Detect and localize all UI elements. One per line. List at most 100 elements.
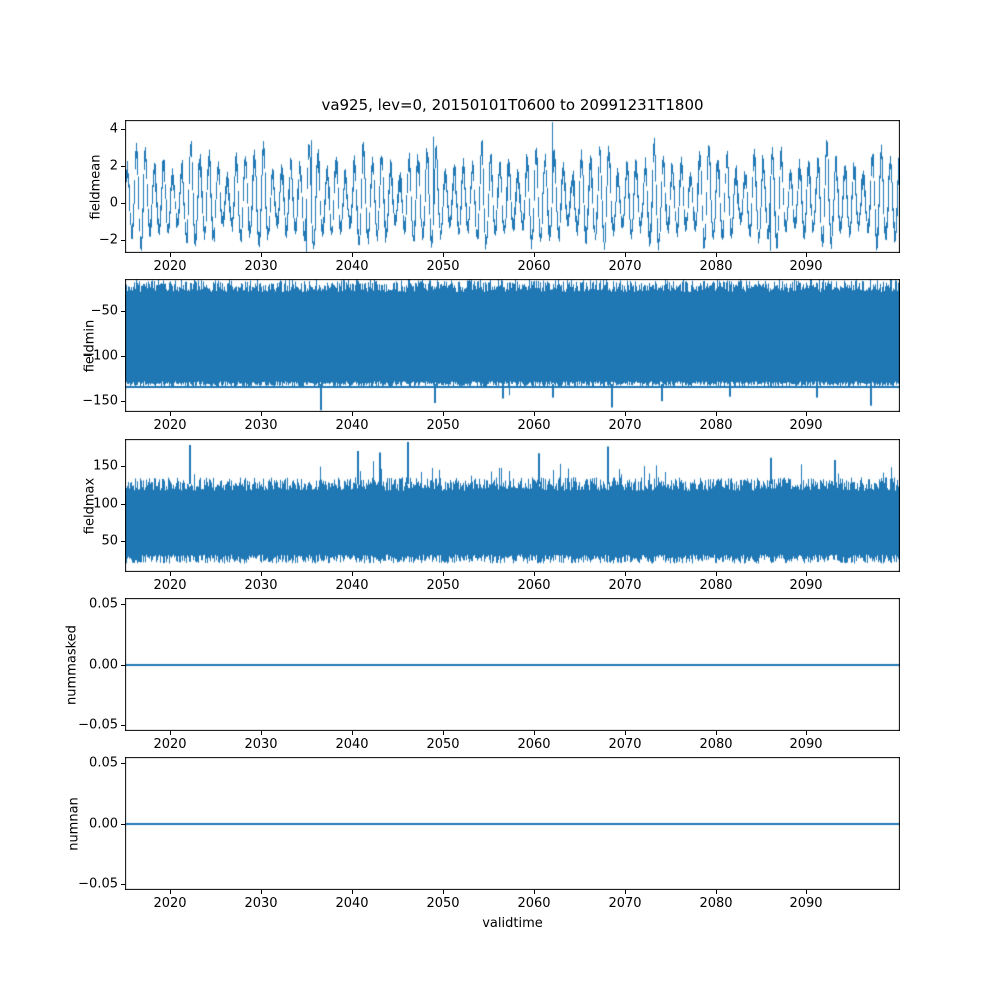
x-tick <box>716 572 717 576</box>
x-tick <box>534 253 535 257</box>
x-tick <box>352 253 353 257</box>
y-tick <box>121 129 125 130</box>
x-tick <box>261 253 262 257</box>
x-tick-label: 2080 <box>699 418 733 433</box>
x-tick-label: 2040 <box>335 418 369 433</box>
x-tick-label: 2090 <box>789 418 823 433</box>
y-axis-label-fieldmean: fieldmean <box>88 154 104 219</box>
y-tick-label: 50 <box>101 533 118 549</box>
x-tick-label: 2090 <box>789 896 823 911</box>
y-tick-label: −0.05 <box>78 717 118 733</box>
x-tick-label: 2030 <box>244 896 278 911</box>
x-tick-label: 2070 <box>608 737 642 752</box>
x-tick <box>261 572 262 576</box>
y-tick-label: −0.05 <box>78 876 118 892</box>
x-tick <box>806 412 807 416</box>
x-tick-label: 2080 <box>699 259 733 274</box>
y-tick <box>121 401 125 402</box>
y-tick <box>121 466 125 467</box>
x-tick <box>443 731 444 735</box>
x-tick <box>261 412 262 416</box>
x-tick-label: 2040 <box>335 896 369 911</box>
x-tick-label: 2060 <box>517 896 551 911</box>
x-tick-label: 2050 <box>426 259 460 274</box>
y-tick <box>121 884 125 885</box>
y-tick-label: 2 <box>109 158 118 174</box>
x-tick <box>534 412 535 416</box>
y-tick-label: 100 <box>93 496 118 512</box>
x-tick-label: 2050 <box>426 578 460 593</box>
x-tick <box>443 253 444 257</box>
x-tick-label: 2080 <box>699 578 733 593</box>
x-tick-label: 2060 <box>517 737 551 752</box>
x-tick-label: 2090 <box>789 259 823 274</box>
x-tick <box>261 890 262 894</box>
x-tick <box>716 890 717 894</box>
x-tick-label: 2050 <box>426 418 460 433</box>
x-tick-label: 2040 <box>335 259 369 274</box>
x-tick-label: 2030 <box>244 418 278 433</box>
y-tick <box>121 203 125 204</box>
x-tick <box>625 412 626 416</box>
x-tick-label: 2080 <box>699 896 733 911</box>
x-tick <box>625 253 626 257</box>
plot-area-fieldmean <box>125 120 900 253</box>
x-tick-label: 2070 <box>608 896 642 911</box>
x-tick-label: 2020 <box>153 737 187 752</box>
plot-area-numnan <box>125 757 900 890</box>
y-tick <box>121 166 125 167</box>
x-tick <box>352 731 353 735</box>
x-tick <box>261 731 262 735</box>
y-tick-label: 0.05 <box>89 755 118 771</box>
y-tick <box>121 240 125 241</box>
x-tick <box>443 572 444 576</box>
x-tick-label: 2070 <box>608 259 642 274</box>
x-tick-label: 2050 <box>426 737 460 752</box>
y-tick-label: 0.05 <box>89 596 118 612</box>
x-tick-label: 2020 <box>153 896 187 911</box>
y-tick-label: 0.00 <box>89 816 118 832</box>
x-tick-label: 2060 <box>517 578 551 593</box>
y-tick <box>121 763 125 764</box>
y-tick <box>121 504 125 505</box>
x-tick-label: 2060 <box>517 418 551 433</box>
x-tick-label: 2020 <box>153 259 187 274</box>
x-tick-label: 2080 <box>699 737 733 752</box>
x-tick <box>170 731 171 735</box>
y-tick <box>121 356 125 357</box>
x-tick <box>352 572 353 576</box>
y-tick-label: 4 <box>109 121 118 137</box>
x-tick <box>716 731 717 735</box>
x-tick <box>170 890 171 894</box>
x-tick <box>806 890 807 894</box>
x-tick-label: 2090 <box>789 737 823 752</box>
x-tick <box>352 890 353 894</box>
y-tick <box>121 311 125 312</box>
x-tick-label: 2070 <box>608 418 642 433</box>
plot-area-fieldmin <box>125 279 900 412</box>
x-tick <box>534 572 535 576</box>
y-tick <box>121 541 125 542</box>
y-tick-label: 150 <box>93 458 118 474</box>
x-tick-label: 2020 <box>153 578 187 593</box>
x-tick <box>806 572 807 576</box>
x-tick <box>716 253 717 257</box>
plot-area-nummasked <box>125 598 900 731</box>
x-tick <box>170 412 171 416</box>
x-tick-label: 2070 <box>608 578 642 593</box>
y-tick-label: −100 <box>82 348 118 364</box>
x-tick <box>170 253 171 257</box>
x-tick-label: 2030 <box>244 737 278 752</box>
x-tick <box>625 731 626 735</box>
y-tick <box>121 604 125 605</box>
x-tick <box>806 253 807 257</box>
x-tick <box>716 412 717 416</box>
x-tick-label: 2040 <box>335 578 369 593</box>
y-tick-label: −150 <box>82 393 118 409</box>
x-axis-title: validtime <box>482 916 543 931</box>
y-tick-label: −2 <box>98 232 118 248</box>
y-axis-label-nummasked: nummasked <box>64 624 80 705</box>
y-tick <box>121 665 125 666</box>
y-tick-label: 0.00 <box>89 657 118 673</box>
